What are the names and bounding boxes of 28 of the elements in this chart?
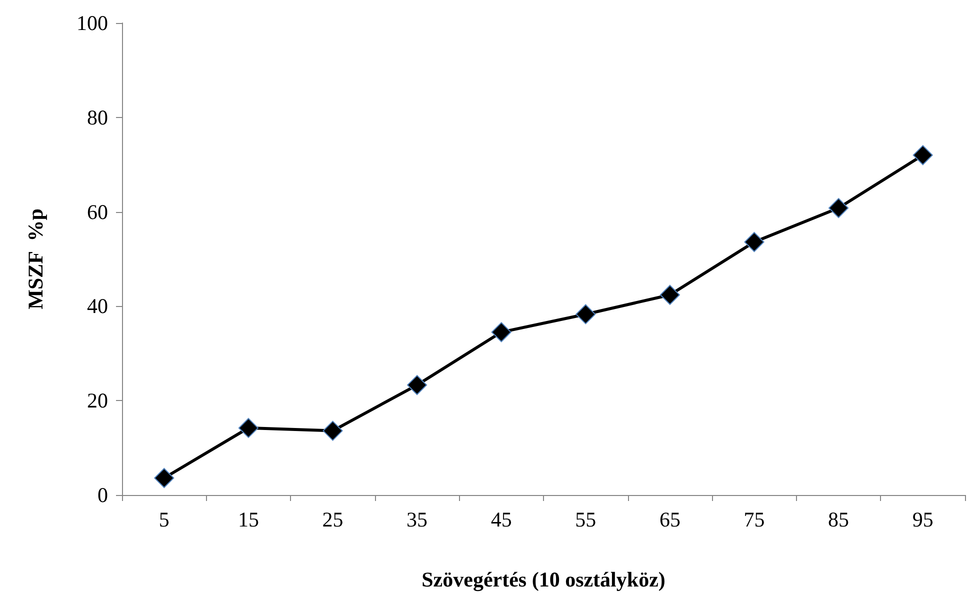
y-tick-label: 20 [87, 388, 108, 413]
y-tick-label: 80 [87, 105, 108, 130]
x-tick-label: 85 [828, 508, 850, 532]
x-tick-label: 35 [406, 508, 428, 532]
point [576, 304, 596, 324]
y-tick-label: 0 [98, 483, 108, 507]
point [154, 468, 174, 488]
x-tick-label: 95 [912, 508, 934, 532]
x-tick-label: 5 [158, 508, 170, 532]
point [744, 232, 764, 252]
x-tick-label: 55 [575, 508, 596, 532]
x-tick-label: 65 [659, 508, 680, 532]
point [912, 145, 933, 166]
x-tick-label: 25 [322, 508, 344, 532]
point [660, 284, 680, 305]
point [407, 375, 428, 396]
x-tick-label: 75 [744, 508, 765, 532]
point [491, 322, 512, 342]
y-axis-title: MSZF %p [24, 208, 48, 310]
y-tick-label: 100 [76, 11, 108, 35]
point [322, 420, 343, 441]
y-tick-label: 60 [87, 200, 108, 224]
x-tick-label: 15 [238, 508, 259, 532]
y-tick-label: 40 [87, 294, 108, 318]
x-axis-title: Szövegértés (10 osztályköz) [422, 568, 666, 592]
point [828, 198, 849, 218]
x-tick-label: 45 [490, 508, 512, 532]
point [238, 418, 258, 438]
